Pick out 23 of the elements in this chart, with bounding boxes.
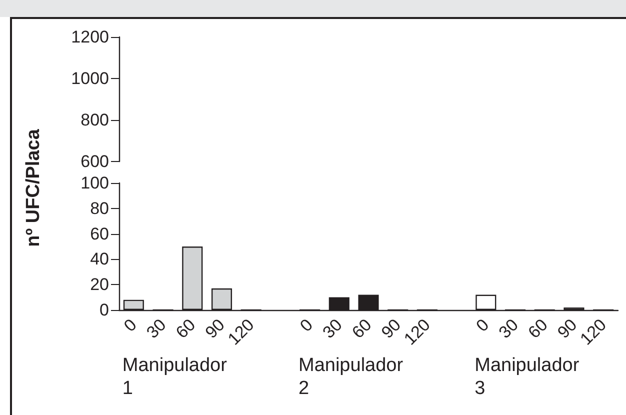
x-tick-label: 60 [172, 315, 200, 342]
x-tick-label: 0 [296, 315, 317, 336]
x-tick-label: 60 [348, 315, 376, 342]
y-tick-label: 1200 [71, 28, 109, 46]
x-tick-label: 30 [142, 315, 170, 342]
y-tick-label: 20 [90, 275, 109, 294]
x-tick-label: 0 [120, 315, 140, 336]
x-tick-label: 30 [319, 315, 346, 342]
y-tick-label: 0 [100, 300, 109, 320]
x-tick-label: 60 [524, 315, 552, 342]
y-tick-label: 40 [90, 250, 109, 269]
text: Manipulador 2 [298, 355, 408, 399]
y-tick-label: 600 [80, 152, 109, 171]
y-axis-title: nº UFC/Placa [23, 129, 45, 247]
y-tick-label: 1000 [71, 69, 109, 88]
text: Manipulador 3 [474, 355, 584, 399]
text: Manipulador 1 [122, 355, 232, 399]
x-tick-label: 0 [472, 315, 493, 336]
y-tick-label: 800 [80, 110, 109, 130]
y-tick-label: 60 [90, 224, 109, 244]
y-tick-label: 100 [80, 174, 109, 192]
x-tick-label: 30 [495, 315, 522, 342]
y-tick-label: 80 [90, 198, 109, 218]
